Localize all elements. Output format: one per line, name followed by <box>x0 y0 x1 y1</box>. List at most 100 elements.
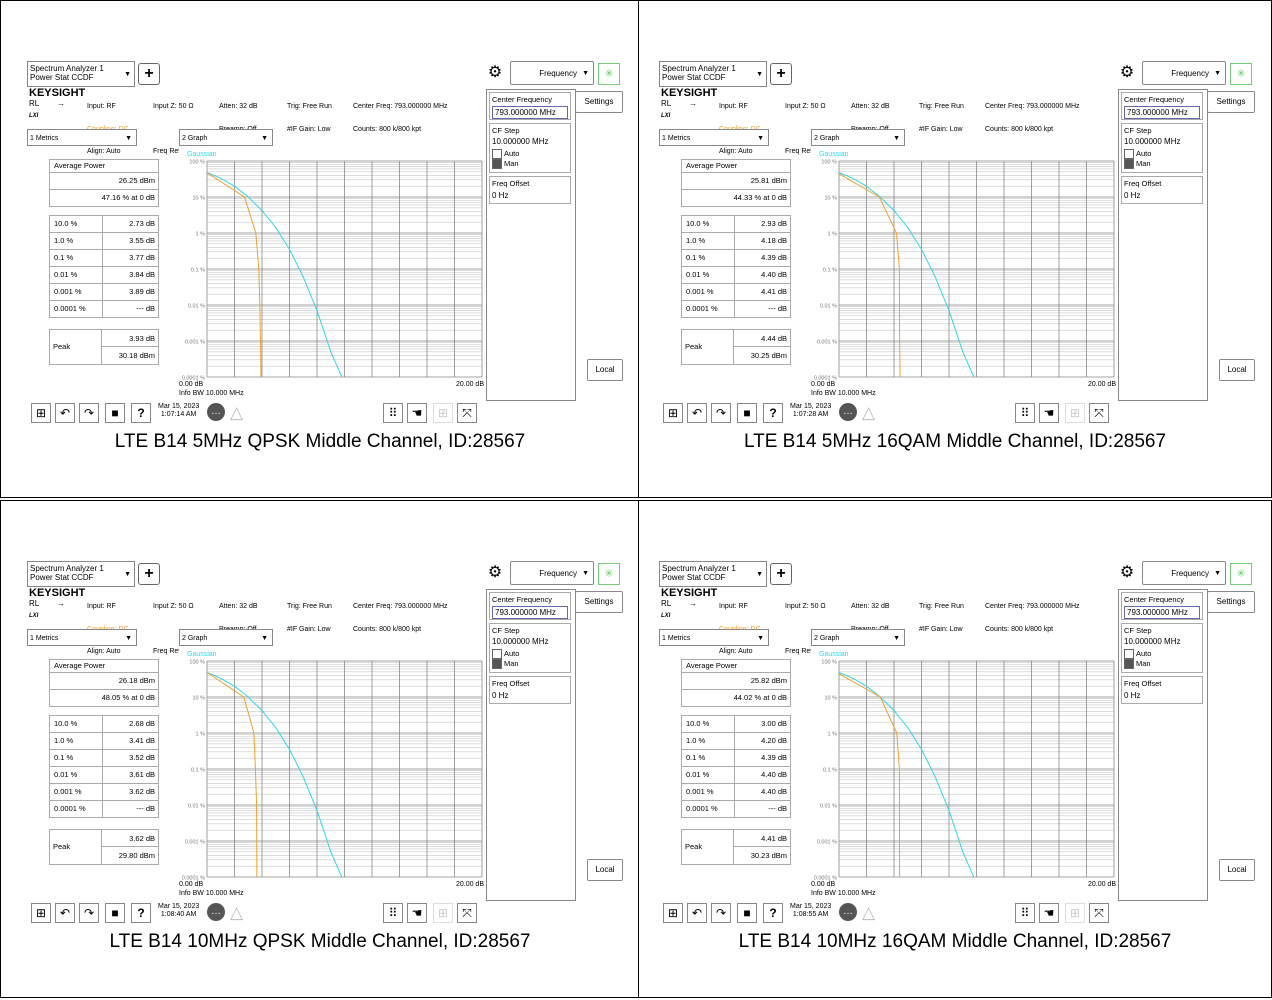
redo-icon[interactable]: ↷ <box>79 403 99 423</box>
graph-window-dropdown[interactable]: 2 Graph ▼ <box>811 129 905 146</box>
file-icon[interactable]: ■ <box>737 903 757 923</box>
windows-icon[interactable]: ⊞ <box>31 903 51 923</box>
gear-icon[interactable]: ⚙ <box>487 64 503 81</box>
freq-offset-control[interactable]: Freq Offset 0 Hz <box>1121 176 1203 204</box>
multi-window-icon[interactable]: ⊞ <box>1065 903 1085 923</box>
keypad-icon[interactable]: ⠿ <box>383 403 403 423</box>
freq-offset-control[interactable]: Freq Offset 0 Hz <box>489 676 571 704</box>
auto-man-toggle[interactable]: Auto Man <box>1124 149 1200 169</box>
settings-button[interactable]: Settings <box>1207 591 1255 613</box>
metrics-window-dropdown[interactable]: 1 Metrics ▼ <box>27 629 137 646</box>
center-frequency-control[interactable]: Center Frequency 793.000000 MHz <box>1121 592 1203 620</box>
file-icon[interactable]: ■ <box>105 903 125 923</box>
redo-icon[interactable]: ↷ <box>79 903 99 923</box>
settings-button[interactable]: Settings <box>1207 91 1255 113</box>
warning-triangle-icon: △ <box>230 903 244 922</box>
help-icon[interactable]: ? <box>131 403 151 423</box>
redo-icon[interactable]: ↷ <box>711 903 731 923</box>
add-screen-button[interactable]: + <box>138 63 160 85</box>
chat-icon[interactable]: … <box>207 403 225 421</box>
windows-icon[interactable]: ⊞ <box>663 903 683 923</box>
center-frequency-control[interactable]: Center Frequency 793.000000 MHz <box>489 592 571 620</box>
local-button[interactable]: Local <box>1219 359 1255 381</box>
center-frequency-control[interactable]: Center Frequency 793.000000 MHz <box>1121 92 1203 120</box>
center-frequency-value[interactable]: 793.000000 MHz <box>492 606 568 619</box>
file-icon[interactable]: ■ <box>737 403 757 423</box>
keypad-icon[interactable]: ⠿ <box>383 903 403 923</box>
gear-icon[interactable]: ⚙ <box>1119 64 1135 81</box>
center-frequency-value[interactable]: 793.000000 MHz <box>1124 606 1200 619</box>
cf-step-control[interactable]: CF Step 10.000000 MHz Auto Man <box>1121 123 1203 173</box>
maximize-icon[interactable]: ⤧ <box>1089 403 1109 423</box>
auto-man-toggle[interactable]: Auto Man <box>492 149 568 169</box>
auto-man-toggle[interactable]: Auto Man <box>492 649 568 669</box>
chevron-down-icon: ▼ <box>261 635 268 642</box>
column-divider <box>102 750 103 766</box>
center-frequency-value[interactable]: 793.000000 MHz <box>492 106 568 119</box>
analyzer-title-dropdown[interactable]: Spectrum Analyzer 1 Power Stat CCDF ▼ <box>659 561 767 587</box>
menu-dropdown[interactable]: Frequency ▼ <box>1142 61 1226 85</box>
undo-icon[interactable]: ↶ <box>687 903 707 923</box>
undo-icon[interactable]: ↶ <box>55 903 75 923</box>
add-screen-button[interactable]: + <box>770 63 792 85</box>
keypad-icon[interactable]: ⠿ <box>1015 403 1035 423</box>
touch-icon[interactable]: ☚ <box>407 903 427 923</box>
ccdf-percent-label: 0.0001 % <box>686 804 718 813</box>
undo-icon[interactable]: ↶ <box>55 403 75 423</box>
local-button[interactable]: Local <box>587 859 623 881</box>
redo-icon[interactable]: ↷ <box>711 403 731 423</box>
help-icon[interactable]: ? <box>131 903 151 923</box>
menu-dropdown[interactable]: Frequency ▼ <box>510 61 594 85</box>
auto-man-toggle[interactable]: Auto Man <box>1124 649 1200 669</box>
gear-icon[interactable]: ⚙ <box>487 564 503 581</box>
graph-window-dropdown[interactable]: 2 Graph ▼ <box>179 629 273 646</box>
graph-window-dropdown[interactable]: 2 Graph ▼ <box>179 129 273 146</box>
multi-window-icon[interactable]: ⊞ <box>433 903 453 923</box>
add-screen-button[interactable]: + <box>770 563 792 585</box>
chat-icon[interactable]: … <box>207 903 225 921</box>
multi-window-icon[interactable]: ⊞ <box>433 403 453 423</box>
metrics-window-dropdown[interactable]: 1 Metrics ▼ <box>659 629 769 646</box>
windows-icon[interactable]: ⊞ <box>31 403 51 423</box>
local-button[interactable]: Local <box>587 359 623 381</box>
add-screen-button[interactable]: + <box>138 563 160 585</box>
center-frequency-value[interactable]: 793.000000 MHz <box>1124 106 1200 119</box>
metrics-window-dropdown[interactable]: 1 Metrics ▼ <box>27 129 137 146</box>
local-button[interactable]: Local <box>1219 859 1255 881</box>
settings-button[interactable]: Settings <box>575 591 623 613</box>
cf-step-control[interactable]: CF Step 10.000000 MHz Auto Man <box>489 623 571 673</box>
settings-button[interactable]: Settings <box>575 91 623 113</box>
undo-icon[interactable]: ↶ <box>687 403 707 423</box>
chat-icon[interactable]: … <box>839 903 857 921</box>
cf-step-control[interactable]: CF Step 10.000000 MHz Auto Man <box>489 123 571 173</box>
ccdf-percent-label: 10.0 % <box>686 719 710 728</box>
menu-dropdown[interactable]: Frequency ▼ <box>1142 561 1226 585</box>
menu-dropdown[interactable]: Frequency ▼ <box>510 561 594 585</box>
touch-icon[interactable]: ☚ <box>407 403 427 423</box>
maximize-icon[interactable]: ⤧ <box>457 403 477 423</box>
analyzer-title-dropdown[interactable]: Spectrum Analyzer 1 Power Stat CCDF ▼ <box>659 61 767 87</box>
freq-offset-control[interactable]: Freq Offset 0 Hz <box>1121 676 1203 704</box>
touch-icon[interactable]: ☚ <box>1039 903 1059 923</box>
analyzer-title-dropdown[interactable]: Spectrum Analyzer 1 Power Stat CCDF ▼ <box>27 561 135 587</box>
maximize-icon[interactable]: ⤧ <box>457 903 477 923</box>
multi-window-icon[interactable]: ⊞ <box>1065 403 1085 423</box>
analyzer-title-dropdown[interactable]: Spectrum Analyzer 1 Power Stat CCDF ▼ <box>27 61 135 87</box>
windows-icon[interactable]: ⊞ <box>663 403 683 423</box>
freq-offset-control[interactable]: Freq Offset 0 Hz <box>489 176 571 204</box>
cf-step-control[interactable]: CF Step 10.000000 MHz Auto Man <box>1121 623 1203 673</box>
file-icon[interactable]: ■ <box>105 403 125 423</box>
metrics-window-dropdown[interactable]: 1 Metrics ▼ <box>659 129 769 146</box>
help-icon[interactable]: ? <box>763 903 783 923</box>
gear-icon[interactable]: ⚙ <box>1119 564 1135 581</box>
keypad-icon[interactable]: ⠿ <box>1015 903 1035 923</box>
ccdf-value: 3.61 dB <box>129 770 155 779</box>
metrics-pane: Average Power 25.81 dBm 44.33 % at 0 dB … <box>659 147 809 399</box>
maximize-icon[interactable]: ⤧ <box>1089 903 1109 923</box>
freq-offset-value: 0 Hz <box>492 691 509 700</box>
touch-icon[interactable]: ☚ <box>1039 403 1059 423</box>
chat-icon[interactable]: … <box>839 403 857 421</box>
graph-window-dropdown[interactable]: 2 Graph ▼ <box>811 629 905 646</box>
center-frequency-control[interactable]: Center Frequency 793.000000 MHz <box>489 92 571 120</box>
help-icon[interactable]: ? <box>763 403 783 423</box>
